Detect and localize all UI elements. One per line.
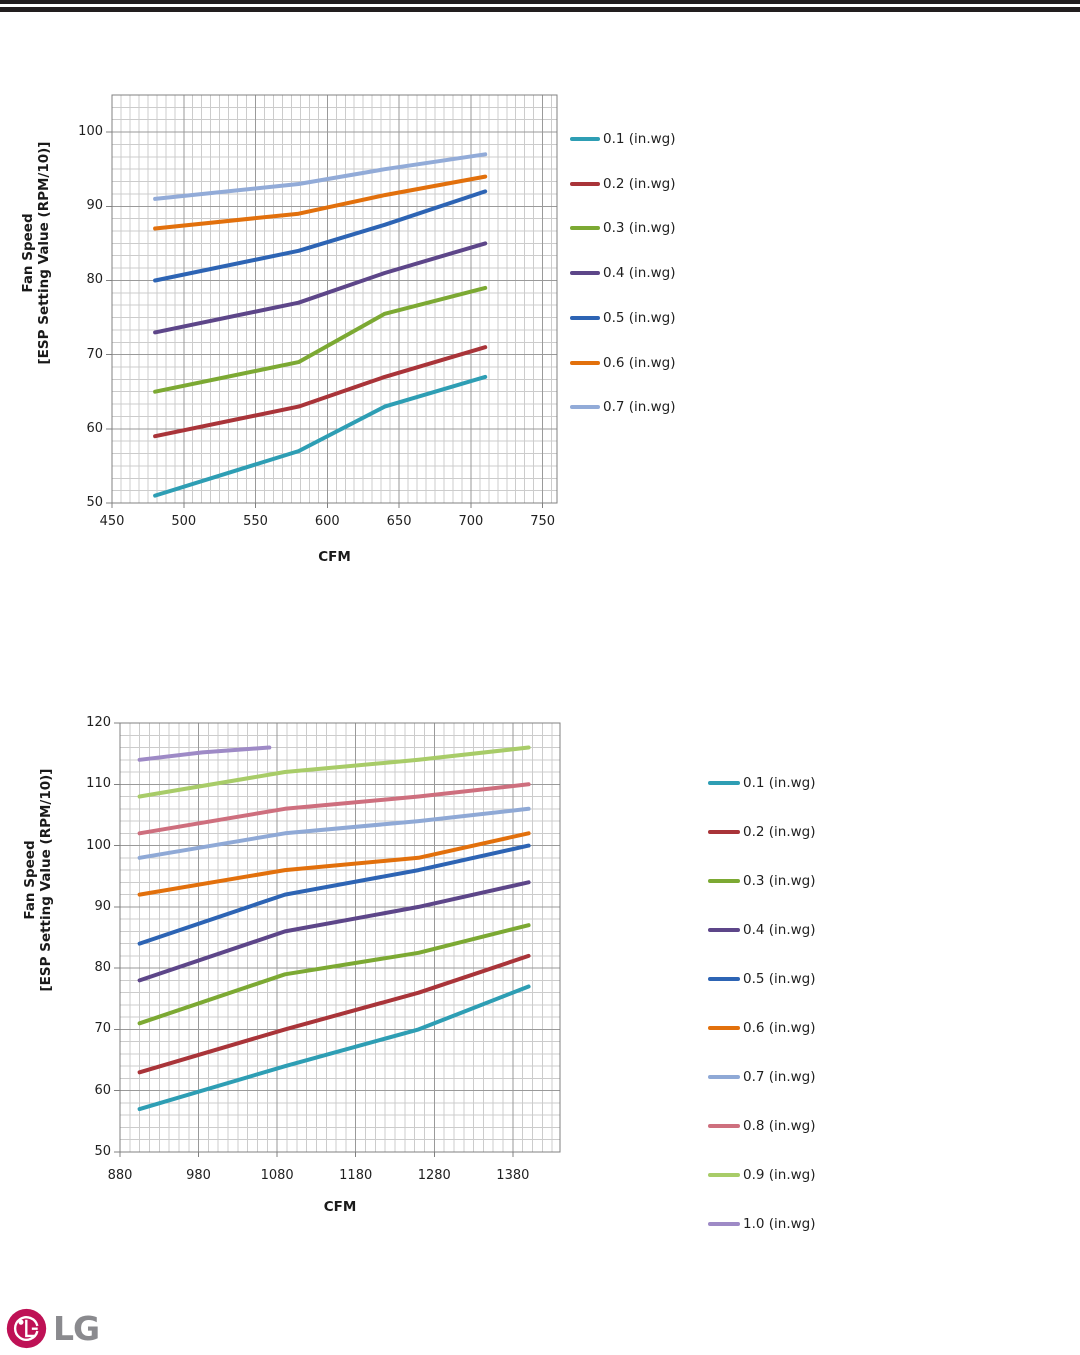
legend-label: 0.1 (in.wg) [743, 775, 816, 791]
legend-swatch [570, 271, 600, 276]
plot-border [119, 722, 561, 1153]
x-tick-label: 550 [243, 514, 268, 529]
y-tick-label: 120 [86, 715, 111, 730]
legend-swatch [570, 405, 600, 410]
lg-logo-text: LG [53, 1308, 100, 1348]
x-tick-label: 1080 [260, 1168, 294, 1183]
series-line-0.5. [153, 189, 488, 283]
series-line-0.4. [137, 880, 531, 983]
chart2-y-axis-title-line2: [ESP Setting Value (RPM/10)] [38, 768, 54, 992]
legend-swatch [570, 181, 600, 186]
legend-label: 0.3 (in.wg) [743, 873, 816, 889]
legend-label: 0.5 (in.wg) [743, 971, 816, 987]
legend-label: 1.0 (in.wg) [743, 1216, 816, 1232]
header-rule-top [0, 0, 1080, 4]
y-tick-label: 80 [86, 272, 103, 288]
series-line-0.9. [137, 745, 531, 799]
legend-label: 0.6 (in.wg) [603, 354, 676, 371]
legend-swatch [570, 226, 600, 231]
chart1-y-axis-title-line1: Fan Speed [20, 213, 36, 293]
y-tick-label: 70 [94, 1021, 111, 1037]
series-line-0.7. [137, 806, 531, 860]
legend-label: 0.8 (in.wg) [743, 1118, 816, 1134]
series-line-0.3. [153, 285, 488, 394]
lg-logo: LG [6, 1308, 100, 1349]
legend-label: 0.5 (in.wg) [603, 309, 676, 326]
series-line-0.1. [137, 984, 531, 1112]
y-tick-label: 70 [86, 346, 103, 362]
legend-swatch [570, 360, 600, 365]
legend-swatch [570, 137, 600, 141]
y-tick-label: 90 [94, 898, 111, 914]
x-tick-label: 500 [171, 514, 197, 529]
legend-label: 0.2 (in.wg) [603, 175, 676, 192]
legend-label: 0.2 (in.wg) [743, 824, 816, 840]
x-tick-label: 880 [107, 1168, 133, 1183]
legend-label: 0.7 (in.wg) [743, 1069, 816, 1085]
legend-swatch [708, 977, 740, 981]
legend-swatch [708, 1026, 740, 1030]
y-tick-label: 50 [94, 1144, 111, 1159]
y-tick-label: 60 [86, 420, 103, 436]
y-tick-label: 100 [78, 124, 103, 140]
chart1-y-axis-title-line2: [ESP Setting Value (RPM/10)] [36, 141, 52, 365]
y-tick-label: 110 [86, 776, 111, 792]
x-tick-label: 650 [386, 514, 412, 529]
series-line-0.7. [153, 152, 488, 201]
x-tick-label: 1380 [496, 1168, 530, 1183]
chart2-x-axis-title: CFM [323, 1199, 357, 1215]
chart-plot-area [114, 722, 561, 1157]
series-line-0.2. [137, 953, 531, 1075]
x-tick-label: 600 [314, 514, 340, 529]
chart1-y-axis-title: Fan Speed [ESP Setting Value (RPM/10)] [20, 73, 52, 433]
legend-swatch [708, 928, 740, 932]
x-tick-label: 1180 [339, 1168, 373, 1183]
chart-plot-area [106, 94, 558, 508]
chart2-y-axis-title-line1: Fan Speed [22, 840, 38, 920]
series-line-0.8. [137, 782, 531, 836]
legend-swatch [708, 1124, 740, 1128]
legend-label: 0.1 (in.wg) [603, 131, 676, 147]
legend-swatch [570, 315, 600, 320]
legend-label: 0.9 (in.wg) [743, 1167, 816, 1183]
chart2-y-axis-title: Fan Speed [ESP Setting Value (RPM/10)] [22, 700, 54, 1060]
series-line-0.6. [153, 174, 488, 231]
series-line-0.5. [137, 843, 531, 946]
y-tick-label: 100 [86, 837, 111, 853]
series-line-1.0. [137, 745, 272, 762]
x-tick-label: 700 [458, 514, 484, 529]
series-line-0.2. [153, 345, 488, 439]
legend-label: 0.3 (in.wg) [603, 220, 676, 237]
legend-label: 0.4 (in.wg) [603, 265, 676, 282]
legend-swatch [708, 1075, 740, 1079]
legend-swatch [708, 781, 740, 785]
legend-swatch [708, 1173, 740, 1177]
y-tick-label: 60 [94, 1082, 111, 1098]
series-line-0.4. [153, 241, 488, 335]
series-line-0.6. [137, 831, 531, 897]
legend-label: 0.4 (in.wg) [743, 922, 816, 938]
x-tick-label: 750 [530, 514, 556, 529]
chart1-x-axis-title: CFM [318, 549, 351, 565]
lg-symbol-icon [6, 1308, 47, 1349]
header-rule-bottom [0, 7, 1080, 12]
legend-swatch [708, 1222, 740, 1226]
y-tick-label: 90 [86, 198, 103, 214]
x-tick-label: 450 [99, 514, 125, 529]
x-tick-label: 1280 [417, 1168, 451, 1183]
plot-border [111, 94, 558, 504]
series-line-0.1. [153, 374, 488, 498]
legend-label: 0.7 (in.wg) [603, 399, 676, 416]
legend-label: 0.6 (in.wg) [743, 1020, 816, 1036]
x-tick-label: 980 [186, 1168, 211, 1183]
series-line-0.3. [137, 923, 531, 1026]
legend-swatch [708, 830, 740, 834]
legend-swatch [708, 879, 740, 883]
y-tick-label: 50 [86, 495, 103, 510]
y-tick-label: 80 [94, 960, 111, 976]
